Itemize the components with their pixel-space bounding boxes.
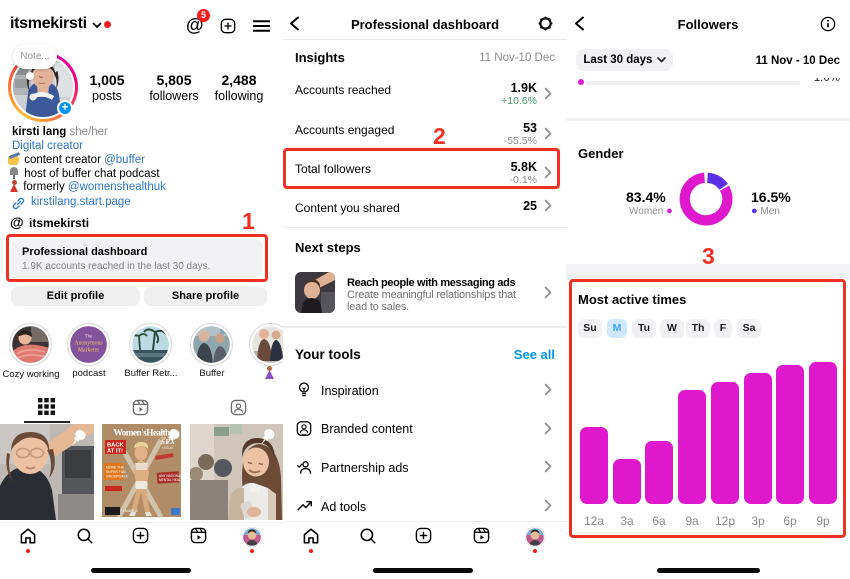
svg-text:the: the: [161, 436, 166, 440]
svg-text:BACK: BACK: [107, 443, 125, 449]
svg-text:Marketer: Marketer: [78, 348, 99, 354]
svg-text:Anonymous: Anonymous: [74, 341, 103, 347]
svg-text:The: The: [85, 335, 94, 340]
svg-text:SUPER FUN: SUPER FUN: [106, 470, 126, 474]
svg-text:ANY NATIONAL: ANY NATIONAL: [159, 474, 182, 478]
svg-text:ISSUE: ISSUE: [162, 446, 174, 450]
svg-text:Women'sHealth: Women'sHealth: [113, 429, 171, 439]
svg-text:GROUPWALK: GROUPWALK: [106, 475, 129, 479]
svg-text:AT IT!: AT IT!: [107, 449, 123, 455]
svg-text:MORE THE: MORE THE: [106, 466, 125, 470]
svg-text:I MADE A: I MADE A: [123, 509, 138, 513]
svg-text:MENTAL HEALTH: MENTAL HEALTH: [159, 478, 185, 482]
